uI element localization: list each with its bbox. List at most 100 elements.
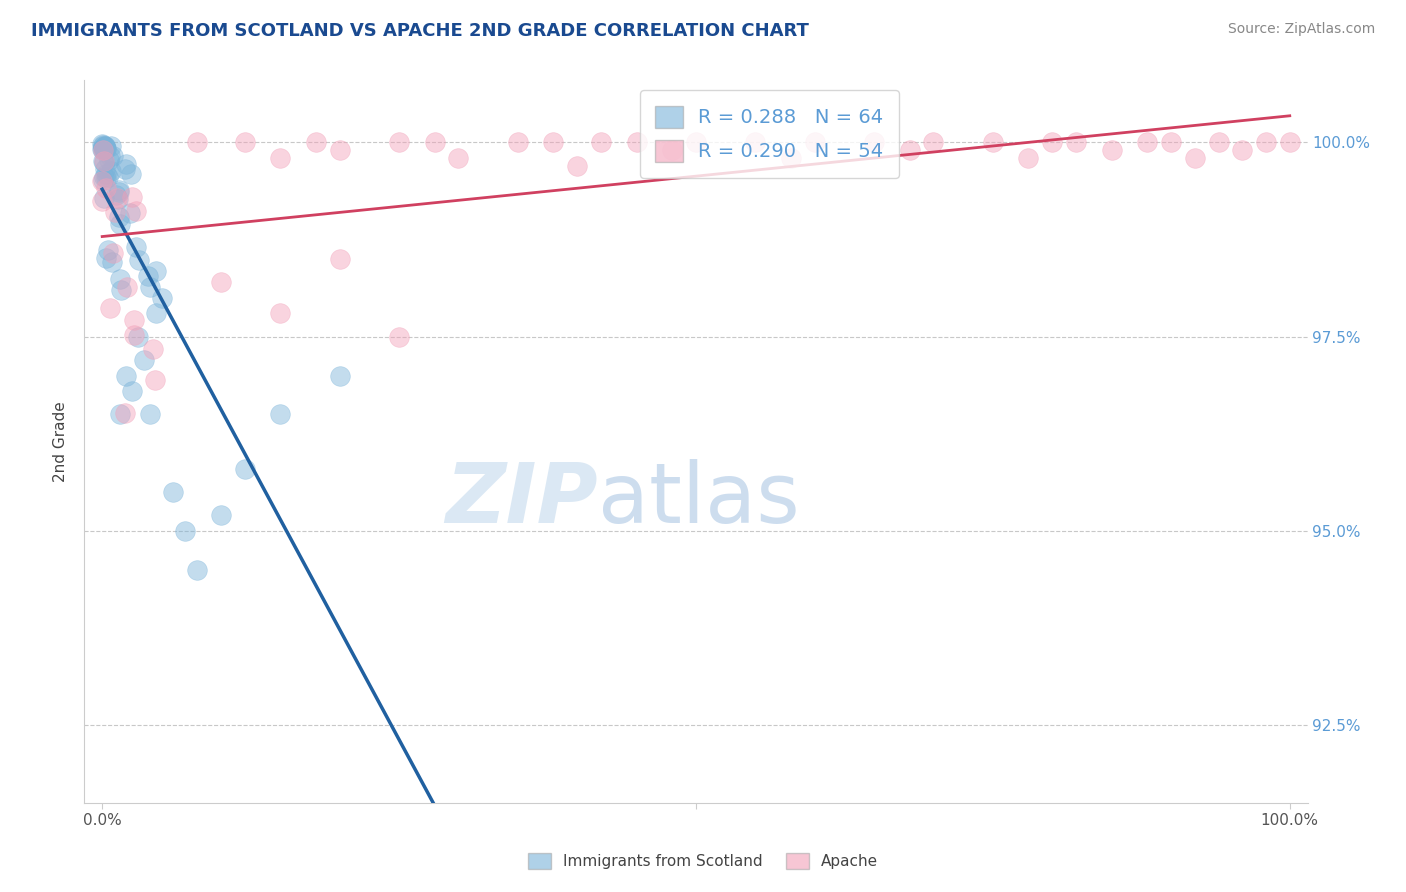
Point [101,245,124,260]
Point [447,151,470,165]
Point [91,173,114,187]
Point [91,194,114,208]
Point [1101,143,1123,157]
Point [145,264,167,278]
Point [125,240,148,254]
Point [94,139,117,153]
Point [94,141,117,155]
Point [114,406,136,420]
Point [233,136,256,150]
Point [94,181,117,195]
Point [96,252,118,266]
Point [329,252,352,266]
Point [97,169,120,184]
Point [269,151,291,165]
Point [94,141,117,155]
Point [104,187,127,202]
Point [506,136,529,150]
Point [108,408,131,422]
Point [685,136,707,150]
Point [1136,136,1159,150]
Point [1064,136,1087,150]
Point [269,408,291,422]
Point [93,169,115,184]
Point [110,284,132,298]
Point [94,142,117,156]
Point [136,268,159,283]
Point [98,148,121,162]
Point [91,154,114,169]
Point [1040,136,1063,150]
Point [661,143,683,157]
Point [269,306,291,320]
Point [101,254,124,268]
Point [107,186,129,200]
Point [91,141,114,155]
Point [121,384,143,398]
Point [305,136,328,150]
Point [744,136,766,150]
Point [626,136,648,150]
Point [108,183,131,197]
Point [97,153,120,167]
Point [329,143,352,157]
Point [115,157,138,171]
Point [1184,151,1206,165]
Point [898,143,921,157]
Point [138,408,160,422]
Text: Source: ZipAtlas.com: Source: ZipAtlas.com [1227,22,1375,37]
Point [108,217,131,231]
Point [1254,136,1277,150]
Point [94,139,117,153]
Point [142,343,165,357]
Point [388,136,411,150]
Text: ZIP: ZIP [446,458,598,540]
Point [108,272,131,286]
Point [981,136,1004,150]
Point [150,291,173,305]
Point [108,210,131,224]
Point [91,143,114,157]
Point [91,143,114,157]
Point [93,140,115,154]
Point [145,306,167,320]
Point [186,563,208,577]
Point [803,136,825,150]
Point [115,280,138,294]
Point [93,140,115,154]
Point [121,190,143,204]
Point [97,244,120,258]
Point [127,329,149,343]
Legend: R = 0.288   N = 64, R = 0.290   N = 54: R = 0.288 N = 64, R = 0.290 N = 54 [640,90,898,178]
Point [209,275,232,289]
Point [543,136,565,150]
Point [91,173,114,187]
Point [388,329,411,343]
Point [107,192,129,206]
Point [91,142,114,156]
Point [93,191,115,205]
Point [105,191,128,205]
Point [780,151,803,165]
Point [423,136,446,150]
Point [93,142,115,156]
Point [1278,136,1301,150]
Point [174,524,197,538]
Point [209,508,232,523]
Point [114,162,136,177]
Point [96,167,118,181]
Legend: Immigrants from Scotland, Apache: Immigrants from Scotland, Apache [522,847,884,875]
Point [1232,143,1254,157]
Point [122,312,145,326]
Y-axis label: 2nd Grade: 2nd Grade [53,401,69,482]
Point [139,280,162,294]
Point [93,139,115,153]
Point [1208,136,1230,150]
Point [567,159,589,173]
Point [91,137,114,152]
Point [100,164,122,178]
Point [104,204,127,219]
Point [91,138,114,153]
Point [863,136,886,150]
Point [186,136,208,150]
